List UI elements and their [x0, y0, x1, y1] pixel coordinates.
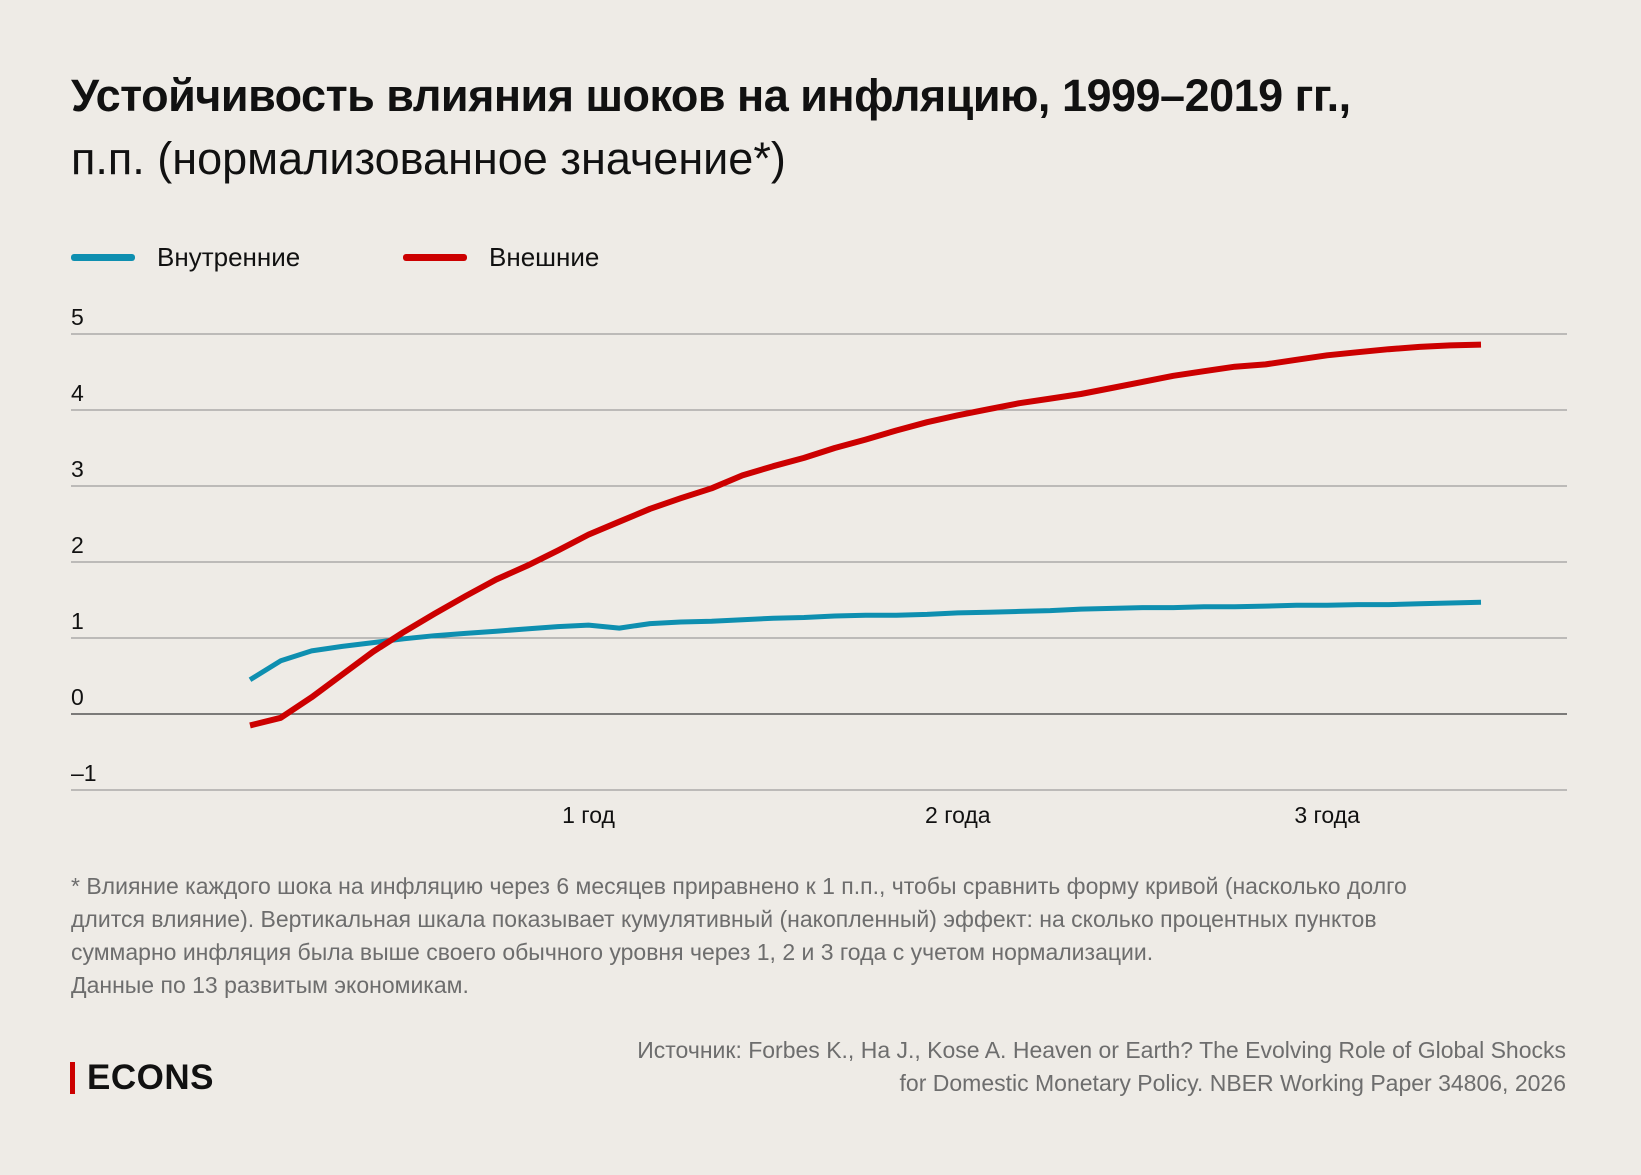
chart-subtitle: п.п. (нормализованное значение*) — [71, 133, 786, 184]
footnote: * Влияние каждого шока на инфляцию через… — [71, 870, 1571, 1002]
footnote-line: длится влияние). Вертикальная шкала пока… — [71, 906, 1377, 932]
line-chart: 5 4 3 2 1 0 –1 1 год 2 года 3 года — [71, 304, 1567, 828]
source-line: for Domestic Monetary Policy. NBER Worki… — [899, 1070, 1566, 1096]
y-tick-label: 5 — [71, 304, 84, 330]
y-tick-label: 4 — [71, 380, 84, 406]
chart-title: Устойчивость влияния шоков на инфляцию, … — [71, 70, 1351, 121]
econs-logo: ECONS — [70, 1058, 214, 1098]
legend-item-domestic: Внутренние — [71, 242, 300, 273]
y-tick-label: 0 — [71, 684, 84, 710]
x-tick-label: 1 год — [562, 802, 615, 828]
x-tick-label: 2 года — [925, 802, 991, 828]
footnote-line: Данные по 13 развитым экономикам. — [71, 972, 469, 998]
y-tick-label: 3 — [71, 456, 84, 482]
footnote-line: * Влияние каждого шока на инфляцию через… — [71, 873, 1407, 899]
legend-label-domestic: Внутренние — [157, 242, 301, 272]
source: Источник: Forbes K., Ha J., Kose A. Heav… — [637, 1034, 1566, 1100]
series-line-external — [249, 341, 1482, 729]
legend-item-external: Внешние — [403, 242, 599, 273]
y-tick-label: 2 — [71, 532, 84, 558]
legend-label-external: Внешние — [489, 242, 600, 272]
footnote-line: суммарно инфляция была выше своего обычн… — [71, 939, 1154, 965]
series-line-domestic — [248, 599, 1482, 682]
y-tick-label: 1 — [71, 608, 84, 634]
x-tick-label: 3 года — [1294, 802, 1360, 828]
logo-text: ECONS — [87, 1058, 214, 1097]
source-line: Источник: Forbes K., Ha J., Kose A. Heav… — [637, 1037, 1566, 1063]
y-tick-label: –1 — [71, 760, 97, 786]
legend-swatch-external — [403, 254, 467, 261]
logo-bar — [70, 1062, 75, 1094]
legend-swatch-domestic — [71, 254, 135, 261]
